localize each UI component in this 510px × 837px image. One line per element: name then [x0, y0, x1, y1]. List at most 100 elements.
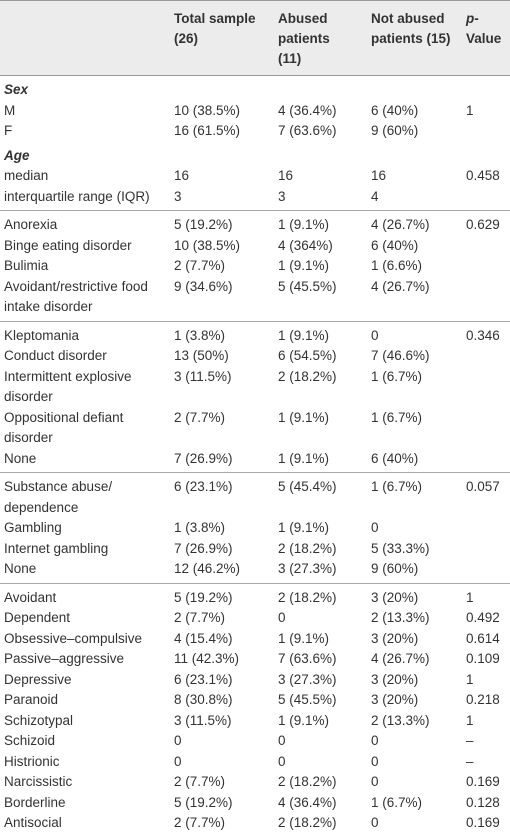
- table-row: Gambling 1 (3.8%) 1 (9.1%) 0: [0, 518, 510, 539]
- table-row: None 7 (26.9%) 1 (9.1%) 6 (40%): [0, 449, 510, 473]
- cell: 6 (40%): [371, 102, 419, 118]
- cell: 5 (45.5%): [278, 692, 337, 707]
- cell: 0: [371, 815, 379, 830]
- row-group: Sex M 10 (38.5%) 4 (36.4%) 6 (40%) 1 F 16 (61.5…: [0, 75, 510, 211]
- cell: 13 (50%): [174, 348, 229, 363]
- cell: 4 (15.4%): [174, 630, 233, 646]
- cell: 0: [371, 774, 379, 789]
- section-heading: Sex: [4, 82, 29, 97]
- cell: 6 (23.1%): [174, 479, 233, 494]
- cell: 7 (26.9%): [174, 540, 233, 556]
- row-label: Internet gambling: [4, 540, 109, 556]
- table-row: Avoidant/restrictive food intake disorde…: [0, 277, 510, 322]
- row-label: Binge eating disorder: [4, 237, 132, 253]
- row-group: Kleptomania 1 (3.8%) 1 (9.1%) 0 0.346 Conduct…: [0, 321, 510, 473]
- cell: 1: [466, 102, 474, 118]
- cell: 0: [371, 327, 379, 343]
- section-heading-row: Age: [0, 142, 510, 167]
- cell: 2 (13.3%): [371, 610, 430, 625]
- cell: 0: [174, 733, 182, 748]
- row-label: Passive–aggressive: [4, 651, 125, 666]
- row-group: Substance abuse/dependence 6 (23.1%) 5 (45…: [0, 472, 510, 584]
- cell: 0.492: [466, 610, 500, 625]
- table-row: Dependent 2 (7.7%) 0 2 (13.3%) 0.492: [0, 608, 510, 629]
- cell: 2 (18.2%): [278, 368, 337, 384]
- table-row: Substance abuse/dependence 6 (23.1%) 5 (45…: [0, 473, 510, 519]
- cell: 0.218: [466, 692, 500, 707]
- row-label: F: [4, 123, 13, 138]
- cell: 12 (46.2%): [174, 561, 241, 576]
- table-row: F 16 (61.5%) 7 (63.6%) 9 (60%): [0, 121, 510, 142]
- cell: 9 (34.6%): [174, 278, 233, 294]
- table-row: Schizotypal 3 (11.5%) 1 (9.1%) 2 (13.3%) 1: [0, 711, 510, 732]
- cell: 5 (19.2%): [174, 589, 233, 605]
- cell: 0: [278, 753, 286, 769]
- empty-cell: [462, 408, 510, 449]
- cell: 0.346: [466, 327, 500, 343]
- cell: 1: [466, 671, 474, 687]
- cell: 8 (30.8%): [174, 692, 233, 707]
- row-label: Oppositional defiant disorder: [4, 409, 124, 446]
- header-text: patients (15): [371, 31, 451, 46]
- cell: 5 (45.4%): [278, 479, 337, 494]
- table-row: Histrionic 0 0 0 –: [0, 752, 510, 773]
- section-heading-row: Sex: [0, 76, 510, 101]
- row-label: M: [4, 102, 16, 118]
- row-label: Intermittent explosive disorder: [4, 368, 132, 405]
- cell: 5 (19.2%): [174, 794, 233, 810]
- header-text: (26): [174, 31, 199, 46]
- table-row: Binge eating disorder 10 (38.5%) 4 (364%) 6…: [0, 236, 510, 257]
- table-row: M 10 (38.5%) 4 (36.4%) 6 (40%) 1: [0, 101, 510, 122]
- cell: 3 (20%): [371, 671, 419, 687]
- cell: 4 (26.7%): [371, 278, 430, 294]
- header-cell: Not abused patients (15): [367, 0, 462, 76]
- empty-cell: [462, 449, 510, 473]
- cell: 2 (18.2%): [278, 774, 337, 789]
- cell: 0.128: [466, 794, 500, 810]
- header-cell: [0, 0, 170, 76]
- cell: 0.169: [466, 774, 500, 789]
- table-row: Obsessive–compulsive 4 (15.4%) 1 (9.1%) 3 (…: [0, 629, 510, 650]
- table-row: Internet gambling 7 (26.9%) 2 (18.2%) 5 (33…: [0, 539, 510, 560]
- table-row: Schizoid 0 0 0 –: [0, 731, 510, 752]
- cell: 6 (40%): [371, 237, 419, 253]
- header-cell: Abused patients (11): [274, 0, 367, 76]
- cell: 1 (6.7%): [371, 794, 423, 810]
- cell: 2 (18.2%): [278, 815, 337, 830]
- empty-cell: [462, 187, 510, 211]
- cell: 3 (20%): [371, 589, 419, 605]
- row-label: Kleptomania: [4, 327, 80, 343]
- cell: 1 (6.6%): [371, 258, 423, 273]
- row-label: median: [4, 168, 49, 183]
- cell: 2 (7.7%): [174, 610, 226, 625]
- header-row: Total sample (26) Abused patients (11) Not ab…: [0, 0, 510, 76]
- cell: 1 (9.1%): [278, 258, 330, 273]
- cell: 0: [371, 520, 379, 535]
- empty-cell: [462, 121, 510, 142]
- cell: 7 (46.6%): [371, 348, 430, 363]
- row-label: Dependent: [4, 610, 71, 625]
- cell: 16: [371, 168, 387, 183]
- cell: 3: [174, 188, 182, 204]
- row-label: Bulimia: [4, 258, 49, 273]
- cell: 4: [371, 188, 379, 204]
- table-row: Oppositional defiant disorder 2 (7.7%) 1 (…: [0, 408, 510, 449]
- cell: 0.458: [466, 168, 500, 183]
- cell: 9 (60%): [371, 561, 419, 576]
- cell: 4 (26.7%): [371, 651, 430, 666]
- table-row: Conduct disorder 13 (50%) 6 (54.5%) 7 (46.6…: [0, 346, 510, 367]
- cell: 3 (27.3%): [278, 561, 337, 576]
- cell: 11 (42.3%): [174, 651, 240, 666]
- cell: 10 (38.5%): [174, 237, 241, 253]
- table-row: Paranoid 8 (30.8%) 5 (45.5%) 3 (20%) 0.218: [0, 690, 510, 711]
- cell: 16: [174, 168, 190, 183]
- cell: 1 (3.8%): [174, 327, 226, 343]
- row-group: Anorexia 5 (19.2%) 1 (9.1%) 4 (26.7%) 0.629 B…: [0, 210, 510, 322]
- row-label: None: [4, 450, 37, 466]
- cell: 5 (19.2%): [174, 217, 233, 232]
- cell: 1 (3.8%): [174, 520, 226, 535]
- empty-cell: [462, 346, 510, 367]
- table-row: Antisocial 2 (7.7%) 2 (18.2%) 0 0.169: [0, 813, 510, 837]
